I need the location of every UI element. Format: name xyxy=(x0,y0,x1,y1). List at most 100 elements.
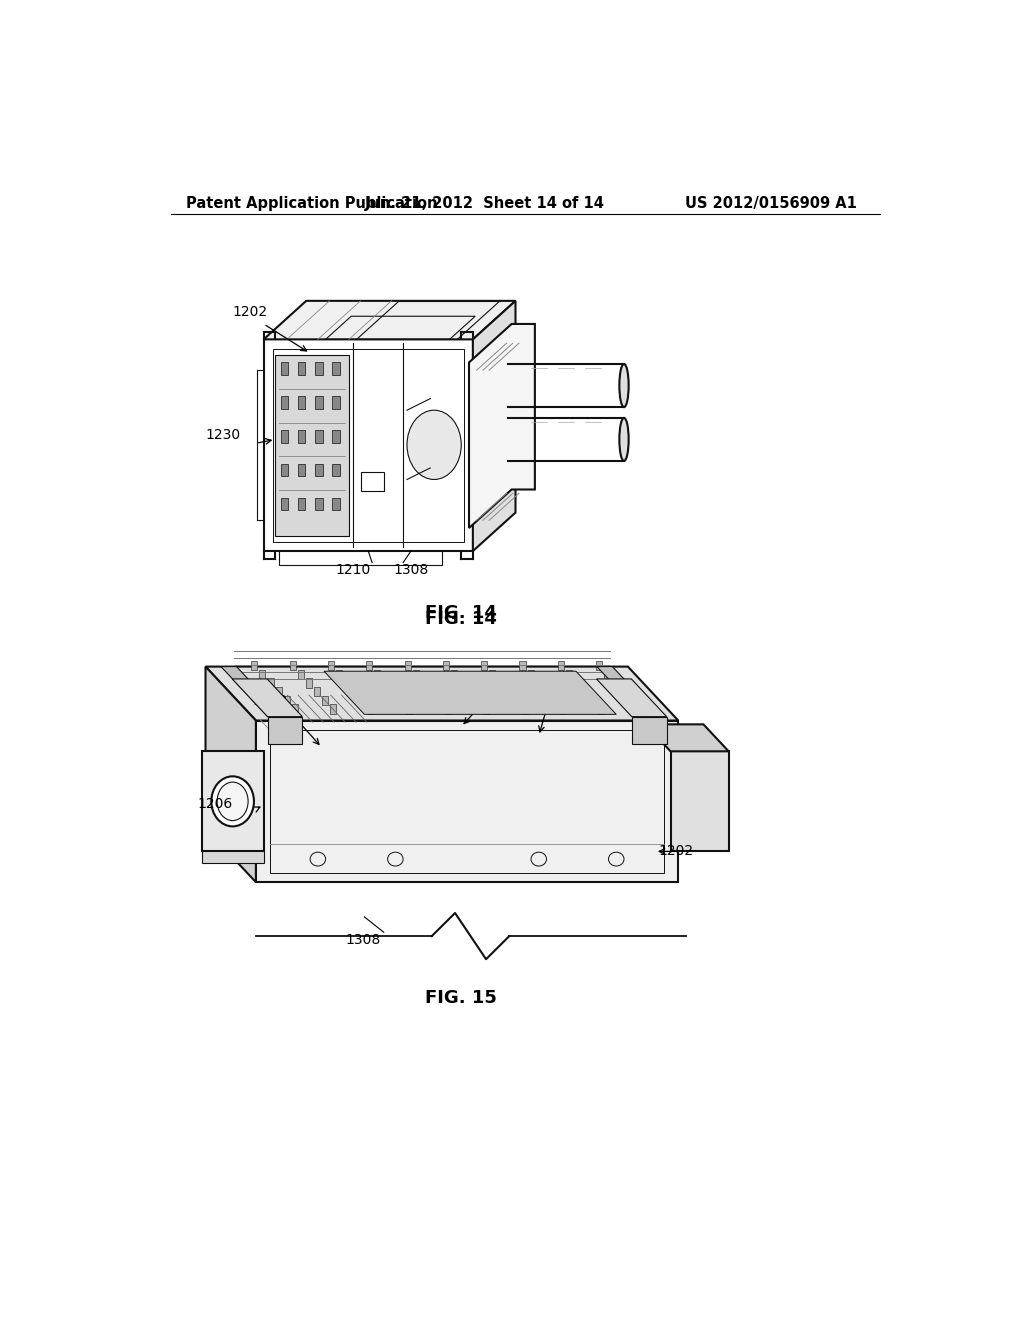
Polygon shape xyxy=(469,323,535,528)
Bar xyxy=(536,678,542,688)
Bar xyxy=(314,363,323,375)
Text: 1308: 1308 xyxy=(345,933,380,946)
Text: Patent Application Publication: Patent Application Publication xyxy=(186,195,437,211)
Bar xyxy=(313,688,319,697)
Bar xyxy=(560,705,566,714)
Bar xyxy=(671,751,729,851)
Bar xyxy=(382,678,388,688)
Bar xyxy=(298,498,305,511)
Bar xyxy=(298,396,305,409)
Bar xyxy=(566,669,572,678)
Polygon shape xyxy=(275,355,349,536)
Bar xyxy=(314,430,323,442)
Bar xyxy=(332,498,340,511)
Ellipse shape xyxy=(620,418,629,461)
Bar xyxy=(573,678,581,688)
Bar xyxy=(590,696,596,705)
Text: 1220: 1220 xyxy=(252,694,287,708)
Bar xyxy=(489,669,496,678)
Text: US 2012/0156909 A1: US 2012/0156909 A1 xyxy=(685,195,856,211)
Bar xyxy=(281,465,289,477)
Bar xyxy=(281,363,289,375)
Bar xyxy=(328,661,334,671)
Bar xyxy=(332,363,340,375)
Bar xyxy=(322,696,328,705)
Text: 1230: 1230 xyxy=(206,429,241,442)
Bar xyxy=(483,705,489,714)
Bar xyxy=(421,678,427,688)
Bar xyxy=(398,696,404,705)
Text: FIG. 14: FIG. 14 xyxy=(425,603,498,622)
Text: FIG. 14: FIG. 14 xyxy=(425,610,498,628)
Bar xyxy=(444,705,451,714)
Bar xyxy=(306,678,312,688)
Bar xyxy=(298,363,305,375)
Bar xyxy=(467,688,473,697)
Bar xyxy=(332,465,340,477)
Bar xyxy=(298,465,305,477)
Polygon shape xyxy=(206,667,678,721)
Bar xyxy=(360,471,384,491)
Bar xyxy=(298,669,304,678)
Bar xyxy=(429,688,435,697)
Polygon shape xyxy=(206,667,256,882)
Text: 1202: 1202 xyxy=(232,305,267,319)
Bar xyxy=(596,661,602,671)
Text: 1220: 1220 xyxy=(477,682,512,697)
Bar xyxy=(475,696,481,705)
Bar xyxy=(612,678,618,688)
Polygon shape xyxy=(632,717,667,743)
Polygon shape xyxy=(597,678,667,717)
Ellipse shape xyxy=(217,781,248,821)
Polygon shape xyxy=(202,851,263,863)
Ellipse shape xyxy=(620,364,629,407)
Bar xyxy=(284,696,290,705)
Text: FIG. 15: FIG. 15 xyxy=(425,989,498,1007)
Bar xyxy=(558,661,564,671)
Bar xyxy=(281,498,289,511)
Bar xyxy=(374,669,381,678)
Bar xyxy=(281,430,289,442)
Bar xyxy=(519,661,525,671)
Polygon shape xyxy=(263,301,515,339)
Bar xyxy=(281,396,289,409)
Text: 1206: 1206 xyxy=(198,796,233,810)
Bar xyxy=(404,661,411,671)
Bar xyxy=(267,678,273,688)
Bar xyxy=(621,688,627,697)
Bar xyxy=(314,396,323,409)
Bar xyxy=(352,688,358,697)
Bar xyxy=(582,688,588,697)
Bar xyxy=(521,705,527,714)
Bar xyxy=(527,669,534,678)
Bar xyxy=(251,661,257,671)
Bar xyxy=(367,661,373,671)
Bar xyxy=(437,696,443,705)
Bar xyxy=(290,661,296,671)
Bar xyxy=(336,669,342,678)
Bar xyxy=(202,751,263,851)
Ellipse shape xyxy=(407,411,461,479)
Bar xyxy=(369,705,375,714)
Text: 1308: 1308 xyxy=(531,689,566,702)
Bar xyxy=(330,705,336,714)
Bar xyxy=(513,696,519,705)
Bar xyxy=(451,669,457,678)
Polygon shape xyxy=(473,301,515,552)
Bar xyxy=(298,430,305,442)
Bar xyxy=(442,661,449,671)
Bar xyxy=(505,688,512,697)
Bar xyxy=(407,705,413,714)
Bar xyxy=(314,465,323,477)
Text: 1202: 1202 xyxy=(658,845,694,858)
Text: Jun. 21, 2012  Sheet 14 of 14: Jun. 21, 2012 Sheet 14 of 14 xyxy=(365,195,604,211)
Bar xyxy=(275,688,282,697)
Polygon shape xyxy=(232,678,302,717)
Bar xyxy=(598,705,604,714)
Bar xyxy=(332,430,340,442)
Bar xyxy=(481,661,487,671)
Bar xyxy=(544,688,550,697)
Bar xyxy=(332,396,340,409)
Text: 1210: 1210 xyxy=(335,564,371,577)
Bar xyxy=(636,705,643,714)
